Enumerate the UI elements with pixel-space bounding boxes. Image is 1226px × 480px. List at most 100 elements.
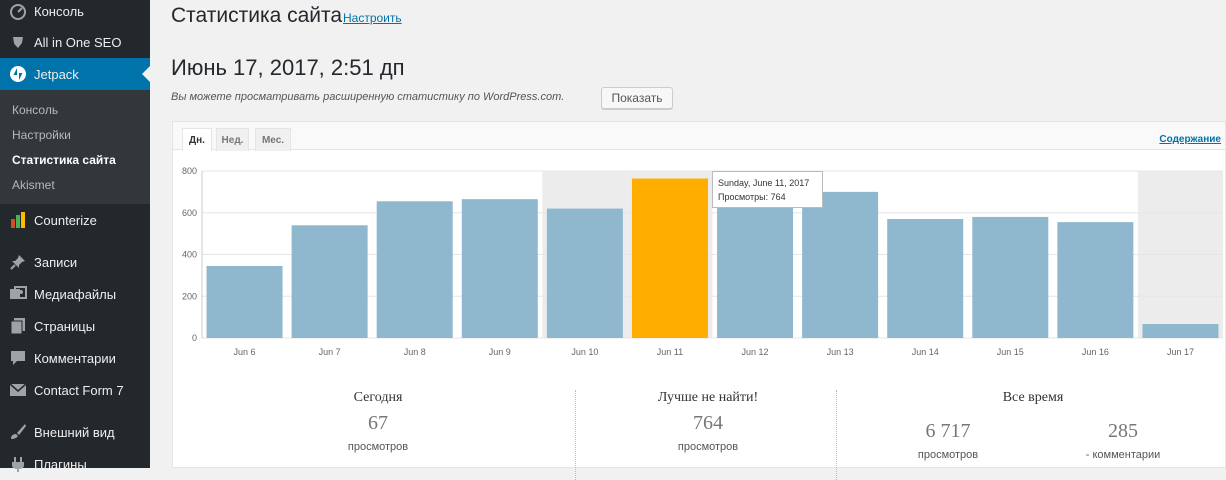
x-tick-label: Jun 11 bbox=[657, 347, 683, 357]
menu-item-comments[interactable]: Комментарии bbox=[0, 342, 150, 374]
menu-label: Записи bbox=[34, 254, 78, 270]
info-text: Вы можете просматривать расширенную стат… bbox=[171, 91, 565, 103]
y-tick-label: 200 bbox=[182, 291, 197, 301]
summary-all-time-comments: 285 - комментарии bbox=[1063, 420, 1183, 461]
bar bbox=[887, 219, 964, 338]
media-icon bbox=[0, 285, 34, 303]
pages-icon bbox=[0, 317, 34, 335]
comment-icon bbox=[0, 349, 34, 367]
menu-label: Консоль bbox=[34, 3, 84, 19]
plugin-icon bbox=[0, 455, 34, 473]
dashboard-icon bbox=[0, 2, 34, 20]
bar bbox=[1142, 324, 1219, 338]
page-title: Статистика сайта bbox=[171, 4, 343, 27]
mail-icon bbox=[0, 381, 34, 399]
jetpack-icon bbox=[0, 65, 34, 83]
summary-today-label: просмотров bbox=[347, 441, 409, 453]
summary-divider bbox=[575, 390, 576, 480]
views-bar-chart: 0 200 400 600 800 Jun 6 Jun 7 Jun 8 Jun 9 Jun 10 J… bbox=[182, 166, 1223, 357]
x-tick-label: Jun 9 bbox=[489, 347, 511, 357]
menu-item-pages[interactable]: Страницы bbox=[0, 310, 150, 342]
contents-link[interactable]: Содержание bbox=[1159, 134, 1221, 145]
summary-all-time-title: Все время bbox=[1002, 390, 1064, 405]
summary-all-time: Все время bbox=[933, 390, 1133, 406]
summary-divider bbox=[836, 390, 837, 480]
y-tick-label: 0 bbox=[192, 333, 197, 343]
configure-link[interactable]: Настроить bbox=[343, 11, 402, 25]
bar bbox=[717, 190, 794, 338]
submenu-item-settings[interactable]: Настройки bbox=[12, 128, 71, 142]
x-tick-label: Jun 13 bbox=[827, 347, 854, 357]
menu-label: Плагины bbox=[34, 456, 87, 472]
summary-today: Сегодня 67 просмотров bbox=[283, 390, 473, 453]
menu-label: Страницы bbox=[34, 318, 96, 334]
x-tick-label: Jun 10 bbox=[571, 347, 598, 357]
submenu-item-console[interactable]: Консоль bbox=[12, 103, 59, 117]
menu-item-counterize[interactable]: Counterize bbox=[0, 204, 150, 236]
summary-today-title: Сегодня bbox=[353, 390, 403, 405]
menu-label: Contact Form 7 bbox=[34, 382, 124, 398]
tooltip-views: Просмотры: 764 bbox=[718, 192, 786, 202]
bar-chart-icon bbox=[0, 211, 34, 229]
x-tick-label: Jun 16 bbox=[1082, 347, 1109, 357]
y-tick-label: 400 bbox=[182, 250, 197, 260]
jetpack-submenu bbox=[0, 90, 150, 204]
summary-all-time-views-value: 6 717 bbox=[925, 420, 971, 442]
menu-item-plugins[interactable]: Плагины bbox=[0, 448, 150, 480]
bar bbox=[461, 199, 538, 338]
summary-best-label: просмотров bbox=[677, 441, 739, 453]
x-tick-label: Jun 7 bbox=[319, 347, 341, 357]
menu-label: All in One SEO bbox=[34, 34, 122, 50]
menu-label: Медиафайлы bbox=[34, 286, 117, 302]
summary-best-value: 764 bbox=[693, 412, 723, 434]
menu-label: Jetpack bbox=[34, 66, 79, 82]
tooltip-date: Sunday, June 11, 2017 bbox=[718, 178, 810, 188]
stats-panel: Дн. Нед. Мес. Содержание 0 200 400 600 800 Ju… bbox=[172, 121, 1226, 480]
shield-icon bbox=[0, 34, 34, 50]
menu-item-dashboard[interactable]: Консоль bbox=[0, 0, 150, 27]
tab-months[interactable]: Мес. bbox=[255, 128, 291, 151]
brush-icon bbox=[0, 423, 34, 441]
bar bbox=[206, 265, 283, 338]
tab-weeks[interactable]: Нед. bbox=[216, 128, 249, 151]
menu-item-media[interactable]: Медиафайлы bbox=[0, 278, 150, 310]
y-tick-label: 600 bbox=[182, 208, 197, 218]
menu-label: Внешний вид bbox=[34, 424, 115, 440]
tab-days[interactable]: Дн. bbox=[182, 128, 212, 151]
bar bbox=[291, 225, 368, 338]
bar bbox=[802, 191, 879, 338]
period-tab-bar: Дн. Нед. Мес. Содержание bbox=[173, 122, 1225, 151]
date-heading: Июнь 17, 2017, 2:51 дп bbox=[171, 55, 405, 80]
summary-all-time-comments-label: - комментарии bbox=[1085, 449, 1161, 461]
show-button[interactable]: Показать bbox=[601, 87, 673, 109]
bar bbox=[1057, 222, 1134, 338]
submenu-item-akismet[interactable]: Akismet bbox=[12, 178, 55, 192]
bar bbox=[376, 201, 453, 338]
x-tick-label: Jun 6 bbox=[234, 347, 256, 357]
submenu-item-site-stats[interactable]: Статистика сайта bbox=[12, 153, 116, 167]
summary-all-time-views: 6 717 просмотров bbox=[893, 420, 1003, 461]
menu-item-contact-form[interactable]: Contact Form 7 bbox=[0, 374, 150, 406]
x-tick-label: Jun 8 bbox=[404, 347, 426, 357]
summary-all-time-views-label: просмотров bbox=[917, 449, 979, 461]
menu-item-posts[interactable]: Записи bbox=[0, 246, 150, 278]
summary-best: Лучше не найти! 764 просмотров bbox=[613, 390, 803, 453]
y-tick-label: 800 bbox=[182, 166, 197, 176]
menu-label: Комментарии bbox=[34, 350, 116, 366]
pin-icon bbox=[0, 253, 34, 271]
admin-sidebar: Консоль All in One SEO Jetpack Консоль Н… bbox=[0, 0, 150, 472]
menu-item-appearance[interactable]: Внешний вид bbox=[0, 416, 150, 448]
summary-best-title: Лучше не найти! bbox=[657, 390, 759, 405]
summary-all-time-comments-value: 285 bbox=[1108, 420, 1138, 442]
chart-tooltip: Sunday, June 11, 2017 Просмотры: 764 bbox=[712, 171, 823, 208]
menu-item-all-in-one-seo[interactable]: All in One SEO bbox=[0, 26, 150, 58]
bar bbox=[972, 216, 1049, 338]
x-tick-label: Jun 12 bbox=[742, 347, 769, 357]
x-tick-label: Jun 14 bbox=[912, 347, 939, 357]
bar bbox=[546, 208, 623, 338]
x-tick-label: Jun 15 bbox=[997, 347, 1024, 357]
summary-today-value: 67 bbox=[368, 412, 388, 434]
menu-item-jetpack[interactable]: Jetpack bbox=[0, 58, 150, 90]
x-tick-label: Jun 17 bbox=[1167, 347, 1194, 357]
bar bbox=[631, 178, 708, 338]
